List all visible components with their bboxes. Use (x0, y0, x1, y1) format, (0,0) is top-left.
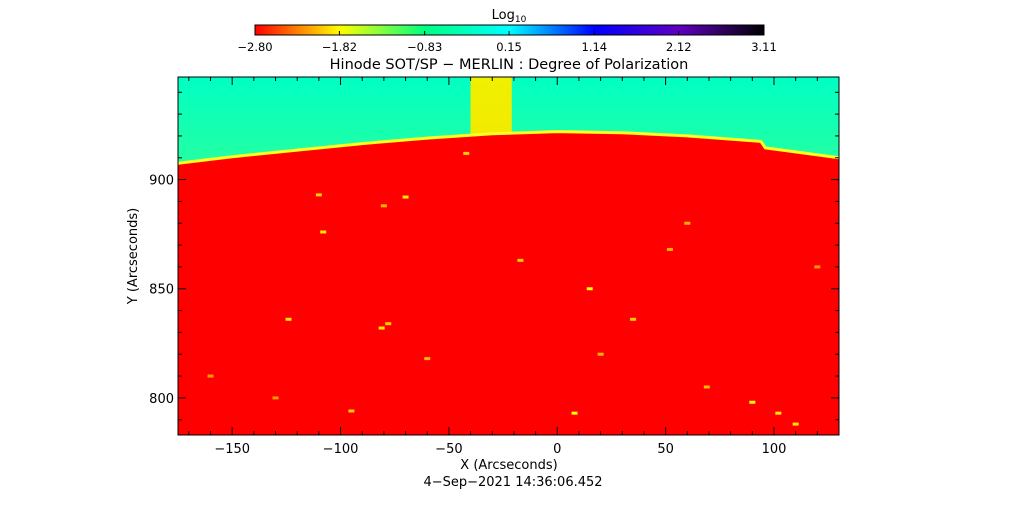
x-tick-label: 0 (553, 442, 561, 457)
disk-feature (666, 247, 673, 251)
y-axis-ticks: 800 850 900 (149, 91, 839, 421)
x-tick-label: −100 (323, 442, 359, 457)
disk-feature (315, 193, 322, 197)
limb-edge (178, 130, 839, 165)
colorbar-tick-label: 2.12 (666, 40, 692, 54)
colorbar: Log10 −2.80 −1.82 −0.83 0.15 1.14 2.12 3.11 (237, 8, 776, 54)
disk-feature (385, 322, 392, 326)
disk-feature (272, 396, 279, 400)
disk-feature (749, 400, 756, 404)
colorbar-tick-label: 0.15 (496, 40, 522, 54)
y-tick-label: 850 (149, 283, 174, 298)
disk-feature (380, 204, 387, 208)
disk-feature (571, 411, 578, 415)
x-tick-label: −150 (214, 442, 250, 457)
colorbar-tick-label: −1.82 (322, 40, 357, 54)
colorbar-ticks: −2.80 −1.82 −0.83 0.15 1.14 2.12 3.11 (237, 31, 777, 54)
disk-feature (517, 258, 524, 262)
disk-feature (463, 151, 470, 155)
disk-feature (597, 352, 604, 356)
disk-feature (586, 287, 593, 291)
colorbar-tick-label: −2.80 (237, 40, 272, 54)
disk-feature (703, 385, 710, 389)
colorbar-tick-label: −0.83 (407, 40, 442, 54)
colorbar-tick-label: 1.14 (582, 40, 608, 54)
disk-feature (775, 411, 782, 415)
disk-feature (630, 317, 637, 321)
y-tick-label: 900 (149, 174, 174, 189)
colorbar-tick-label: 3.11 (751, 40, 777, 54)
disk-feature (207, 374, 214, 378)
x-axis-ticks: −150 −100 −50 0 50 100 (188, 77, 840, 457)
disk-feature (378, 326, 385, 330)
heatmap-plot: −150 −100 −50 0 50 100 800 850 900 (149, 76, 840, 457)
y-tick-label: 800 (149, 392, 174, 407)
disk-features (207, 151, 821, 426)
chart-title: Hinode SOT/SP − MERLIN : Degree of Polar… (330, 57, 689, 73)
x-tick-label: 100 (762, 442, 787, 457)
plot-frame (177, 76, 840, 436)
disk-feature (792, 422, 799, 426)
x-axis-label: X (Arcseconds) (460, 458, 557, 473)
x-tick-label: −50 (435, 442, 462, 457)
x-tick-label: 50 (657, 442, 674, 457)
disk-feature (320, 230, 327, 234)
disk-feature (285, 317, 292, 321)
timestamp: 4−Sep−2021 14:36:06.452 (423, 475, 602, 490)
disk-feature (814, 265, 821, 269)
solar-disk (178, 131, 839, 435)
disk-feature (424, 357, 431, 361)
y-axis-label: Y (Arcseconds) (126, 208, 141, 305)
disk-feature (402, 195, 409, 199)
colorbar-title: Log10 (492, 8, 527, 25)
disk-feature (348, 409, 355, 413)
disk-feature (684, 221, 691, 225)
